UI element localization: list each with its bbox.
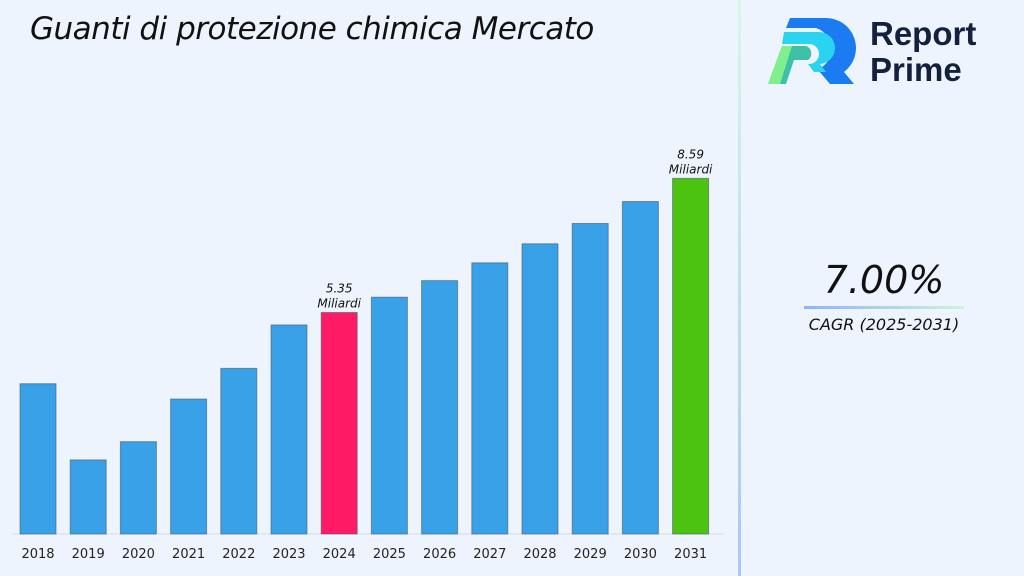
- cagr-underline: [804, 306, 964, 309]
- x-tick-label: 2021: [172, 547, 205, 562]
- brand-logo[interactable]: Report Prime: [768, 14, 1008, 88]
- bar-2018[interactable]: [19, 383, 57, 535]
- data-label-value: 8.59: [677, 147, 704, 161]
- bar-2020[interactable]: [119, 441, 157, 535]
- cagr-panel: 7.00% CAGR (2025-2031): [800, 258, 968, 334]
- x-tick-label: 2025: [373, 547, 406, 562]
- bar-2019[interactable]: [69, 459, 107, 535]
- x-tick-label: 2031: [674, 547, 707, 562]
- x-tick-label: 2030: [624, 547, 657, 562]
- cagr-label: CAGR (2025-2031): [808, 315, 960, 334]
- x-tick-label: 2020: [122, 547, 155, 562]
- x-tick-label: 2018: [21, 547, 54, 562]
- cagr-value: 7.00%: [823, 258, 945, 302]
- data-label-value: 5.35: [326, 282, 353, 296]
- bar-2028[interactable]: [521, 243, 559, 535]
- bar-2023[interactable]: [270, 324, 308, 535]
- x-tick-label: 2019: [72, 547, 105, 562]
- x-tick-label: 2022: [222, 547, 255, 562]
- x-tick-label: 2029: [574, 547, 607, 562]
- bar-2029[interactable]: [571, 223, 609, 535]
- chart-title: Guanti di protezione chimica Mercato: [30, 11, 594, 47]
- data-label-unit: Miliardi: [317, 297, 361, 311]
- bar-2025[interactable]: [370, 296, 408, 535]
- bar-2021[interactable]: [170, 398, 208, 535]
- x-tick-label: 2028: [523, 547, 556, 562]
- x-tick-label: 2023: [272, 547, 305, 562]
- data-label-unit: Miliardi: [669, 162, 713, 176]
- report-prime-logo-icon: [768, 18, 856, 84]
- x-tick-label: 2026: [423, 547, 456, 562]
- bar-2022[interactable]: [220, 367, 258, 535]
- bar-2027[interactable]: [471, 262, 509, 535]
- bar-2030[interactable]: [621, 201, 659, 535]
- x-tick-label: 2024: [323, 547, 356, 562]
- bar-2026[interactable]: [421, 280, 459, 535]
- brand-line1: Report: [870, 15, 977, 52]
- brand-line2: Prime: [870, 51, 962, 88]
- bar-2024[interactable]: [320, 312, 358, 535]
- divider: [738, 0, 741, 576]
- bar-chart: 2018 2019 2020 2021 2022 2023 20245.35Miliardi…: [12, 147, 724, 562]
- x-tick-label: 2027: [473, 547, 506, 562]
- bar-2031[interactable]: [672, 177, 710, 535]
